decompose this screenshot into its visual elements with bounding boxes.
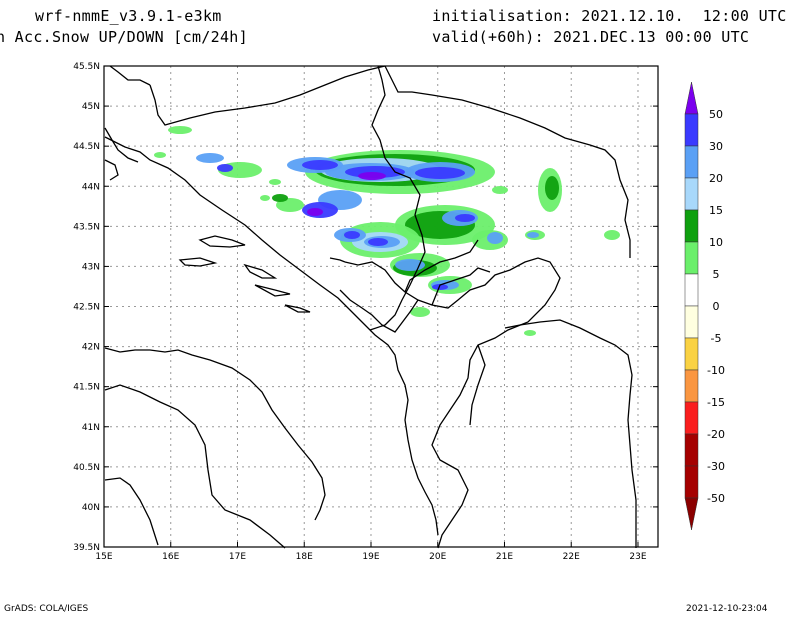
colorbar-label: -20 bbox=[707, 428, 725, 441]
snow-contour bbox=[410, 307, 430, 317]
snow-contour bbox=[606, 73, 618, 83]
init-time: initialisation: 2021.12.10. 12:00 UTC bbox=[432, 7, 787, 25]
map-axes: 45.5N 45N 44.5N 44N 43.5N 43N 42.5N 42N 41.5N 41N… bbox=[73, 62, 659, 562]
colorbar-label: -15 bbox=[707, 396, 725, 409]
colorbar-label: 30 bbox=[709, 140, 723, 153]
snow-contour bbox=[196, 153, 224, 163]
map-frame bbox=[103, 65, 659, 548]
snow-contour bbox=[272, 194, 288, 202]
lat-tick-label: 40.5N bbox=[73, 463, 100, 473]
snow-contour bbox=[217, 164, 233, 172]
lon-tick-label: 22E bbox=[563, 552, 580, 562]
lon-tick-label: 18E bbox=[296, 552, 313, 562]
colorbar-label: 15 bbox=[709, 204, 723, 217]
timestamp: 2021-12-10-23:04 bbox=[686, 604, 768, 614]
coastlines-borders bbox=[104, 65, 637, 549]
colorbar-label: -5 bbox=[711, 332, 722, 345]
snow-contour bbox=[455, 214, 475, 222]
lon-tick-label: 23E bbox=[629, 552, 646, 562]
lon-tick-label: 15E bbox=[95, 552, 112, 562]
colorbar-box bbox=[684, 177, 699, 211]
lat-tick-label: 44N bbox=[82, 182, 100, 192]
lat-tick-label: 39.5N bbox=[73, 543, 100, 553]
colorbar-label: 10 bbox=[709, 236, 723, 249]
snow-contour bbox=[545, 176, 559, 200]
colorbar-label: 20 bbox=[709, 172, 723, 185]
snow-contour bbox=[527, 232, 539, 238]
colorbar-label: -30 bbox=[707, 460, 725, 473]
lon-tick-label: 21E bbox=[496, 552, 513, 562]
lat-tick-label: 42.5N bbox=[73, 303, 100, 313]
colorbar-box bbox=[684, 433, 699, 467]
lat-tick-label: 41N bbox=[82, 423, 100, 433]
snow-contour bbox=[432, 284, 448, 290]
lat-tick-label: 44.5N bbox=[73, 142, 100, 152]
colorbar-label: -50 bbox=[707, 492, 725, 505]
snow-contour bbox=[368, 238, 388, 246]
colorbar-box bbox=[684, 145, 699, 179]
field-title: h Acc.Snow UP/DOWN [cm/24h] bbox=[0, 28, 248, 46]
snow-contour bbox=[307, 208, 323, 216]
colorbar-box bbox=[684, 113, 699, 147]
lat-tick-label: 45.5N bbox=[73, 62, 100, 72]
snow-field bbox=[154, 73, 620, 336]
lat-tick-label: 41.5N bbox=[73, 383, 100, 393]
colorbar-box bbox=[684, 401, 699, 435]
lon-tick-label: 20E bbox=[429, 552, 446, 562]
colorbar-box bbox=[684, 369, 699, 403]
snow-contour bbox=[302, 160, 338, 170]
colorbar-label: 5 bbox=[713, 268, 720, 281]
colorbar-box bbox=[684, 465, 699, 499]
snow-contour bbox=[154, 152, 166, 158]
lat-tick-label: 43N bbox=[82, 262, 100, 272]
grid-lines bbox=[103, 65, 658, 548]
lon-tick-label: 16E bbox=[162, 552, 179, 562]
colorbar-label: 50 bbox=[709, 108, 723, 121]
colorbar-label: 0 bbox=[713, 300, 720, 313]
snow-contour bbox=[524, 330, 536, 336]
snow-contour bbox=[492, 186, 508, 194]
colorbar-box bbox=[684, 305, 699, 339]
grads-credit: GrADS: COLA/IGES bbox=[4, 604, 89, 614]
snow-contour bbox=[168, 126, 192, 134]
colorbar-box bbox=[684, 337, 699, 371]
snow-contour bbox=[604, 230, 620, 240]
model-title: wrf-nmmE_v3.9.1-e3km bbox=[35, 7, 222, 25]
snow-contour bbox=[269, 179, 281, 185]
lat-tick-label: 45N bbox=[82, 102, 100, 112]
lon-tick-label: 19E bbox=[362, 552, 379, 562]
colorbar-box bbox=[684, 209, 699, 243]
snow-contour bbox=[358, 172, 386, 180]
colorbar-label: -10 bbox=[707, 364, 725, 377]
snow-contour bbox=[487, 232, 503, 244]
lat-tick-label: 42N bbox=[82, 343, 100, 353]
colorbar-bottom-triangle bbox=[684, 497, 699, 531]
lat-tick-label: 40N bbox=[82, 503, 100, 513]
lat-tick-label: 43.5N bbox=[73, 222, 100, 232]
snow-contour bbox=[344, 231, 360, 239]
colorbar-box bbox=[684, 273, 699, 307]
colorbar-box bbox=[684, 241, 699, 275]
colorbar-top-triangle bbox=[684, 81, 699, 115]
snow-contour bbox=[415, 167, 465, 179]
valid-time: valid(+60h): 2021.DEC.13 00:00 UTC bbox=[432, 28, 750, 46]
lon-tick-label: 17E bbox=[229, 552, 246, 562]
snow-contour bbox=[260, 195, 270, 201]
